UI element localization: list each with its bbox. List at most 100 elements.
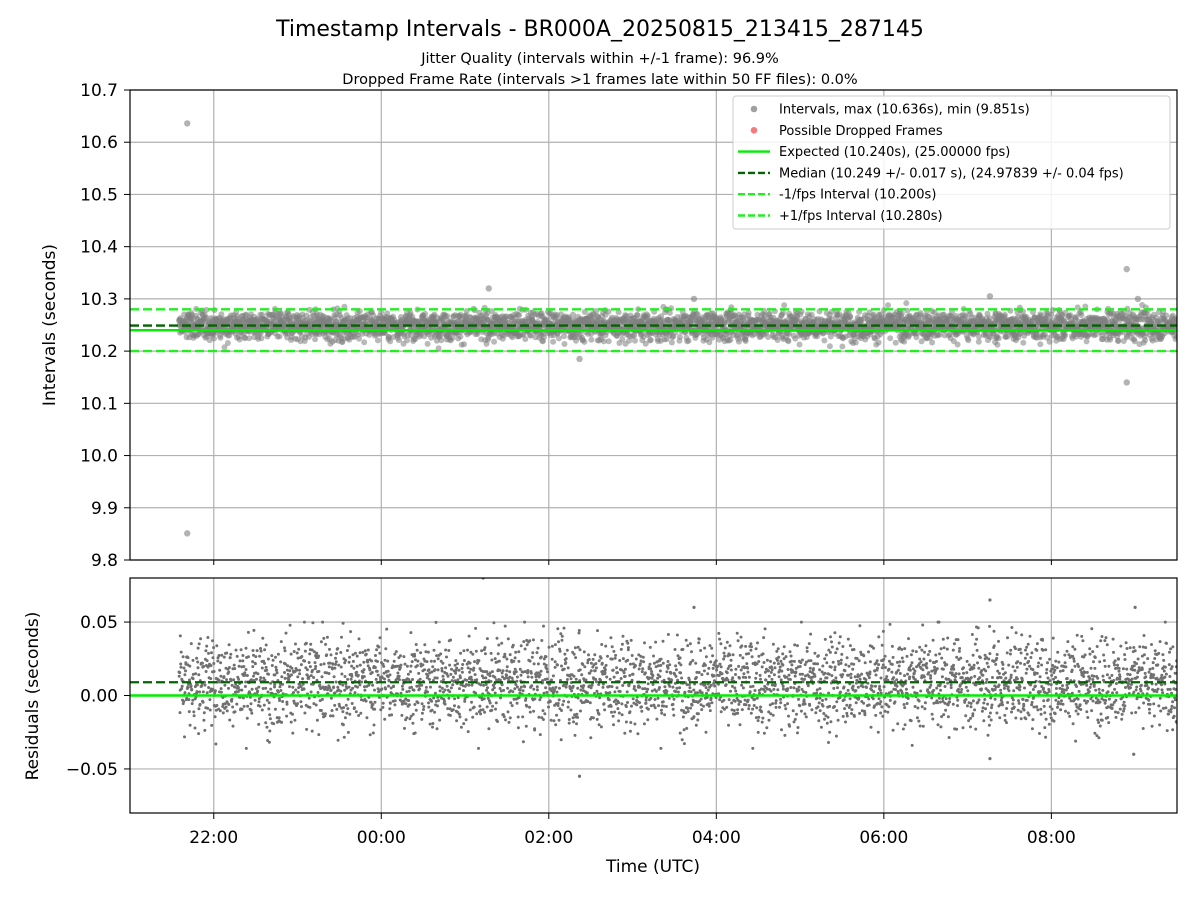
residual-point (505, 669, 509, 673)
residual-point (503, 655, 507, 659)
residual-point (218, 709, 222, 713)
residual-point (376, 660, 379, 663)
residual-point (235, 654, 239, 658)
residual-point (405, 664, 409, 668)
residual-point (264, 665, 268, 669)
residual-point (468, 708, 472, 712)
residual-point (533, 727, 537, 731)
residual-point (231, 724, 235, 728)
residual-point (454, 659, 458, 663)
residual-point (331, 714, 335, 718)
residual-point (528, 705, 531, 709)
residual-point (196, 666, 200, 670)
residual-point (440, 667, 444, 670)
residual-point (406, 672, 410, 676)
intervals-frame (129, 89, 1178, 561)
residual-point (320, 675, 324, 679)
residual-point (234, 648, 238, 652)
residual-point (448, 690, 452, 694)
residual-point (219, 674, 223, 678)
residual-point (183, 691, 187, 695)
interval-point (780, 309, 786, 316)
intervals-marks (130, 120, 1177, 537)
residual-point (301, 677, 305, 681)
residual-point (488, 674, 492, 678)
interval-point (1107, 336, 1114, 343)
residual-point (273, 683, 277, 687)
residual-point (252, 674, 255, 678)
residual-point (265, 698, 269, 702)
residual-point (436, 668, 440, 672)
residual-point (357, 714, 361, 717)
residual-point (275, 671, 279, 675)
residual-point (289, 652, 293, 656)
residual-point (232, 678, 236, 682)
residual-point (532, 709, 536, 713)
residual-point (509, 701, 513, 705)
residual-point (317, 669, 321, 673)
residual-point (190, 702, 194, 706)
interval-outlier-point (1123, 265, 1130, 273)
residual-point (403, 662, 407, 666)
residual-point (510, 676, 514, 680)
residual-point (441, 674, 445, 678)
residual-point (263, 678, 267, 682)
residual-point (253, 698, 257, 702)
residual-point (402, 702, 405, 705)
residual-point (439, 652, 443, 656)
residual-point (431, 725, 434, 729)
interval-point (929, 339, 936, 346)
residual-point (321, 712, 325, 716)
residual-point (227, 666, 231, 669)
residual-point (266, 690, 270, 694)
residual-point (321, 620, 325, 624)
intervals-y-axis-label: Intervals (seconds) (40, 244, 60, 406)
residual-point (257, 700, 261, 704)
residual-point (356, 685, 359, 689)
residual-point (424, 650, 428, 654)
residual-point (245, 716, 249, 720)
residual-point (517, 696, 521, 700)
interval-point (1163, 312, 1170, 319)
residual-point (486, 686, 489, 690)
residual-point (274, 665, 278, 669)
residual-point (244, 746, 248, 750)
residual-point (200, 684, 204, 688)
interval-point (374, 337, 381, 344)
residual-point (212, 670, 216, 673)
residual-point (372, 723, 376, 727)
residual-point (292, 691, 295, 694)
residual-point (364, 652, 368, 656)
residual-point (328, 661, 332, 665)
residual-point (491, 704, 495, 708)
residual-point (525, 643, 529, 647)
residual-point (194, 672, 198, 676)
residual-point (526, 675, 530, 679)
residual-point (465, 683, 468, 686)
residual-point (505, 657, 509, 661)
residuals-marks (130, 578, 1177, 778)
residual-point (202, 711, 206, 715)
residual-point (180, 687, 184, 691)
residual-point (482, 697, 486, 701)
residual-point (340, 672, 344, 676)
residual-point (423, 643, 427, 647)
residual-point (292, 650, 296, 653)
residual-point (441, 690, 445, 694)
residual-point (346, 677, 350, 681)
residual-point (243, 685, 247, 688)
residual-point (356, 673, 360, 677)
residual-point (496, 652, 500, 656)
intervals-y-tick-label: 10.6 (80, 133, 118, 153)
residual-point (315, 678, 319, 682)
residual-point (487, 727, 491, 731)
interval-point (796, 341, 803, 348)
residual-point (319, 709, 323, 712)
residual-point (334, 660, 338, 664)
residual-point (271, 658, 275, 662)
residual-point (338, 704, 342, 708)
residual-point (511, 690, 515, 694)
residual-point (178, 634, 182, 638)
residual-point (239, 648, 243, 652)
residual-point (431, 722, 435, 725)
